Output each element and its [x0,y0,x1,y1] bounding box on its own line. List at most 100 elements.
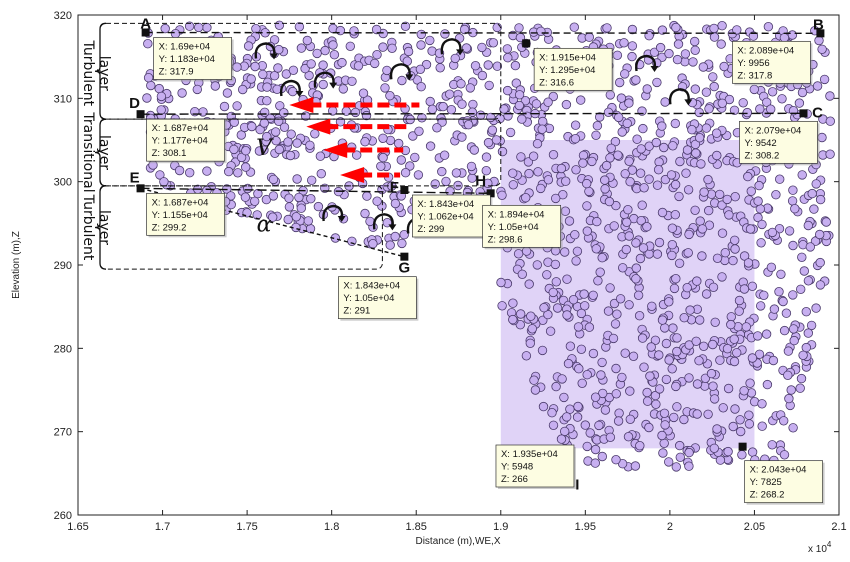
selected-data-point[interactable] [522,39,531,48]
vortex-symbol [279,79,301,97]
cloud-point [735,415,745,425]
cloud-point [390,198,401,209]
cloud-point [712,150,722,161]
cloud-point [639,362,649,372]
cloud-point [732,348,742,358]
datatip[interactable]: X: 1.687e+04 Y: 1.177e+04Z: 308.1 [146,118,227,164]
datatip[interactable]: X: 1.69e+04Y: 1.183e+04 Z: 317.9 [153,37,234,82]
cloud-point [538,401,549,412]
cloud-point [572,246,583,257]
cloud-point [156,91,167,102]
cloud-point [574,364,584,374]
datatip[interactable]: X: 1.843e+04 Y: 1.062e+04Z: 299 [412,194,493,239]
cloud-point [508,180,519,190]
cloud-point [405,161,415,171]
selected-data-point[interactable] [141,28,150,37]
cloud-point [505,127,516,138]
datatip-text: Z: 291 [343,306,370,317]
cloud-point [711,128,722,138]
cloud-point [576,95,586,105]
cloud-point [746,186,757,196]
datatip-text: Y: 5948 [501,462,533,473]
cloud-point [268,212,278,222]
vortex-arrowhead [388,224,397,231]
cloud-point [811,179,821,189]
cloud-point [797,87,808,98]
cloud-point [704,104,714,114]
cloud-point [794,98,805,108]
vortex-arrowhead [650,66,659,72]
cloud-point [661,338,672,349]
cloud-point [385,90,395,101]
cloud-point [736,426,746,437]
cloud-point [463,119,474,130]
datatip[interactable]: X: 2.043e+04Y: 7825 Z: 268.2 [744,460,825,505]
cloud-point [511,78,522,88]
cloud-point [477,70,488,81]
cloud-point [497,146,508,157]
datatip[interactable]: X: 1.843e+04Y: 1.05e+04 Z: 291 [338,276,419,321]
cloud-point [724,210,734,220]
cloud-point [328,40,338,50]
cloud-point [630,461,641,471]
cloud-point [532,138,543,149]
cloud-point [385,240,395,250]
selected-data-point[interactable] [136,184,145,193]
vortex-symbol [440,38,462,55]
cloud-point [757,399,767,409]
cloud-point [376,161,386,172]
cloud-point [709,32,720,42]
point-label-d: D [129,95,140,112]
cloud-point [417,113,427,123]
cloud-point [660,323,670,333]
cloud-point [609,221,619,231]
cloud-point [637,333,648,343]
selected-data-point[interactable] [738,442,747,451]
datatip[interactable]: X: 1.687e+04 Y: 1.155e+04Z: 299.2 [146,192,227,238]
cloud-point [684,461,694,471]
datatip-text: Z: 317.8 [737,70,772,81]
cloud-point [315,151,326,161]
cloud-point [568,295,579,305]
selected-data-point[interactable] [816,29,825,38]
cloud-point [160,23,170,34]
cloud-point [642,84,652,94]
cloud-point [508,298,518,308]
cloud-point [400,21,411,32]
cloud-point [779,416,789,426]
cloud-point [747,353,758,363]
datatip[interactable]: X: 1.915e+04 Y: 1.295e+04Z: 316.6 [533,47,615,93]
cloud-point [303,216,314,226]
x-axis-title: Distance (m),WE,X [415,536,500,547]
cloud-point [350,107,361,118]
cloud-point [556,163,567,174]
cloud-point [539,303,549,313]
layer-label-transitional: Transitional layer [80,111,112,192]
selected-data-point[interactable] [400,186,409,194]
cloud-point [551,277,562,287]
cloud-point [514,23,524,33]
selected-data-point[interactable] [486,189,495,198]
cloud-point [192,84,203,95]
cloud-point [692,276,702,286]
selected-data-point[interactable] [136,110,145,119]
cloud-point [763,22,774,32]
selected-data-point[interactable] [799,109,808,118]
vortex-arrowhead [295,91,304,97]
cloud-point [812,81,823,91]
cloud-point [821,217,832,227]
cloud-point [382,65,392,76]
y-tick-label: 290 [54,260,72,272]
datatip-text: Y: 1.183e+04 [159,54,215,65]
cloud-point [236,152,247,163]
line-d-c [140,112,804,115]
cloud-point [582,201,592,211]
datatip[interactable]: X: 1.894e+04 Y: 1.05e+04Z: 298.6 [482,204,563,250]
scatter-points [142,20,836,472]
cloud-point [670,209,681,220]
selected-data-point[interactable] [400,252,409,261]
